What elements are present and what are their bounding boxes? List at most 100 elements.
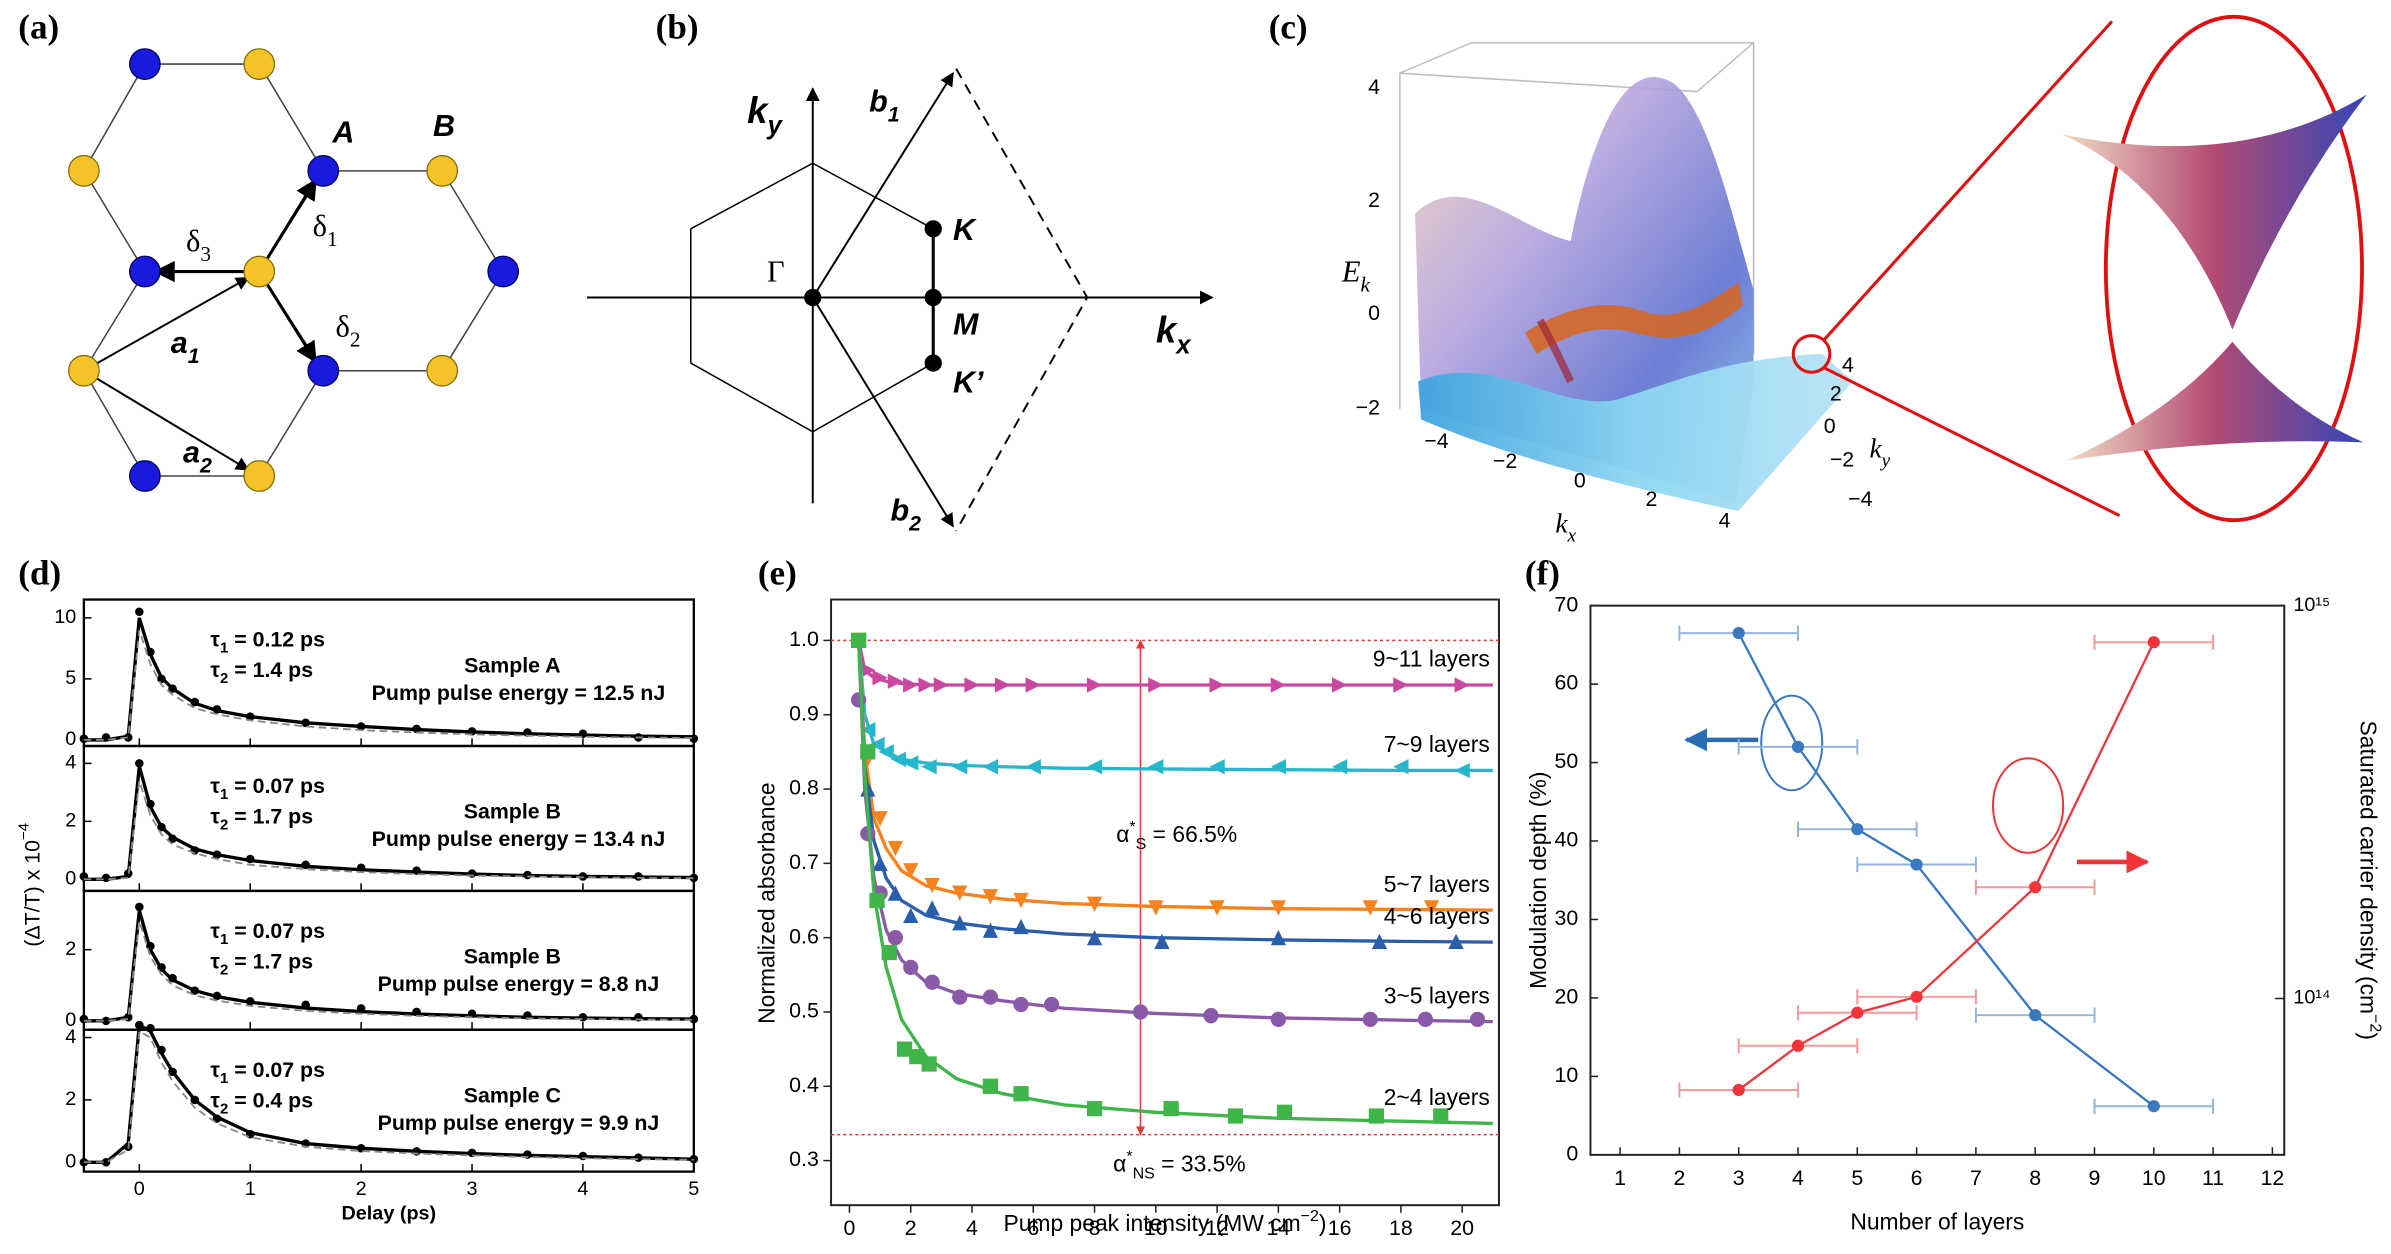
text-part: (ΔT/T) x 10 <box>20 840 44 947</box>
annotation: τ2 = 1.7 ps <box>210 949 313 979</box>
data-point <box>872 855 888 871</box>
annotation: Sample B <box>464 800 561 824</box>
data-point <box>860 662 876 678</box>
annotation: τ1 = 0.07 ps <box>210 774 325 804</box>
data-point <box>903 959 919 976</box>
text-part: τ <box>210 627 220 651</box>
data-point <box>1270 1011 1286 1028</box>
data-point <box>872 811 888 827</box>
fit-curve <box>83 910 694 1023</box>
data-point <box>1332 677 1348 693</box>
annotation: α*S = 66.5% <box>1116 819 1237 853</box>
data-point <box>1851 1006 1864 1019</box>
data-point <box>1086 1100 1103 1117</box>
data-point <box>964 677 980 693</box>
text-part: b <box>891 494 910 528</box>
y-tick-label: 60 <box>1554 671 1578 695</box>
atom-a <box>129 255 161 288</box>
data-point <box>903 907 919 923</box>
x-tick-label: 3 <box>467 1178 478 1200</box>
data-point <box>1270 930 1286 946</box>
data-point <box>869 892 885 909</box>
y-tick-label: 0 <box>65 1009 76 1031</box>
annotation: Pump pulse energy = 8.8 nJ <box>378 972 660 996</box>
atom-a <box>487 255 520 288</box>
series-label: 9~11 layers <box>1373 646 1490 672</box>
y-tick-label: 4 <box>1842 353 1854 377</box>
x-tick-label: 2 <box>1673 1166 1685 1190</box>
data-point <box>1417 1011 1434 1028</box>
text-part: a <box>183 436 200 470</box>
x-tick-label: 10 <box>2142 1166 2166 1190</box>
annotation: τ1 = 0.07 ps <box>210 919 325 949</box>
data-point <box>1086 677 1103 693</box>
data-point <box>1209 759 1225 775</box>
y-tick-label: 70 <box>1554 592 1578 616</box>
data-point <box>851 632 867 649</box>
data-point <box>1791 740 1805 753</box>
text-part: k <box>747 90 769 131</box>
data-point <box>878 744 894 760</box>
text-part: 2 <box>908 511 921 535</box>
data-point <box>1371 933 1388 950</box>
dashed-curve <box>83 920 694 1022</box>
data-point <box>1148 677 1164 693</box>
fit-curve <box>83 765 694 882</box>
data-point <box>1086 759 1103 775</box>
dashed-curve <box>83 780 694 881</box>
data-point <box>1209 900 1225 916</box>
text-part: = 33.5% <box>1155 1151 1246 1177</box>
text-part: = 0.4 ps <box>228 1088 313 1112</box>
axis-label: kx <box>1156 309 1192 359</box>
panel-label: (b) <box>656 8 699 47</box>
text-part: = 0.07 ps <box>228 774 325 798</box>
y-tick-label: 0.4 <box>789 1073 819 1097</box>
data-point <box>1203 1008 1219 1024</box>
vector-label: δ1 <box>313 209 338 251</box>
data-point <box>1469 1011 1486 1028</box>
y-tick-label: 2 <box>1830 382 1842 406</box>
panel-label: (c) <box>1269 8 1308 47</box>
data-point <box>887 885 904 901</box>
hexagon <box>258 170 505 372</box>
point <box>924 220 942 238</box>
x-tick-label: 20 <box>1450 1216 1474 1240</box>
annotation: α*NS = 33.5% <box>1113 1148 1246 1182</box>
y2-tick-label: 10¹⁴ <box>2293 987 2330 1009</box>
y-tick-label: 2 <box>65 810 76 832</box>
data-point <box>887 673 904 689</box>
y-tick-label: 0.7 <box>789 850 819 874</box>
text-part: 2 <box>220 817 228 834</box>
band-surface <box>1399 14 2367 523</box>
atom-b <box>68 154 100 187</box>
text-part: 1 <box>888 102 900 126</box>
text-part: −2 <box>2367 1014 2384 1032</box>
hexagon <box>82 63 325 273</box>
annotation: Pump pulse energy = 12.5 nJ <box>372 681 666 705</box>
data-point <box>995 677 1011 693</box>
data-point <box>1332 759 1348 775</box>
band-ridge <box>1524 282 1743 354</box>
vector-label: a1 <box>171 326 200 368</box>
y-axis-label: (ΔT/T) x 10−4 <box>16 823 44 947</box>
text-part: k <box>1555 509 1568 539</box>
data-point <box>1433 1108 1449 1124</box>
data-point <box>921 759 937 775</box>
x-tick-label: 4 <box>1792 1166 1804 1190</box>
data-point <box>79 1157 89 1167</box>
text-part: * <box>1126 1148 1132 1165</box>
data-point <box>1013 918 1029 935</box>
text-part: = 66.5% <box>1146 821 1237 847</box>
subplot-frame <box>82 889 695 1031</box>
x-tick-label: 12 <box>2261 1166 2285 1190</box>
data-point <box>1732 1083 1745 1097</box>
y-tick-label: 0 <box>1566 1141 1578 1165</box>
data-point <box>135 902 144 912</box>
data-point <box>1276 1104 1293 1120</box>
text-part: τ <box>210 919 220 943</box>
x-tick-label: 2 <box>356 1178 367 1200</box>
band-ridge <box>1536 318 1575 384</box>
text-part: 2 <box>199 453 212 477</box>
data-point <box>2147 636 2160 649</box>
